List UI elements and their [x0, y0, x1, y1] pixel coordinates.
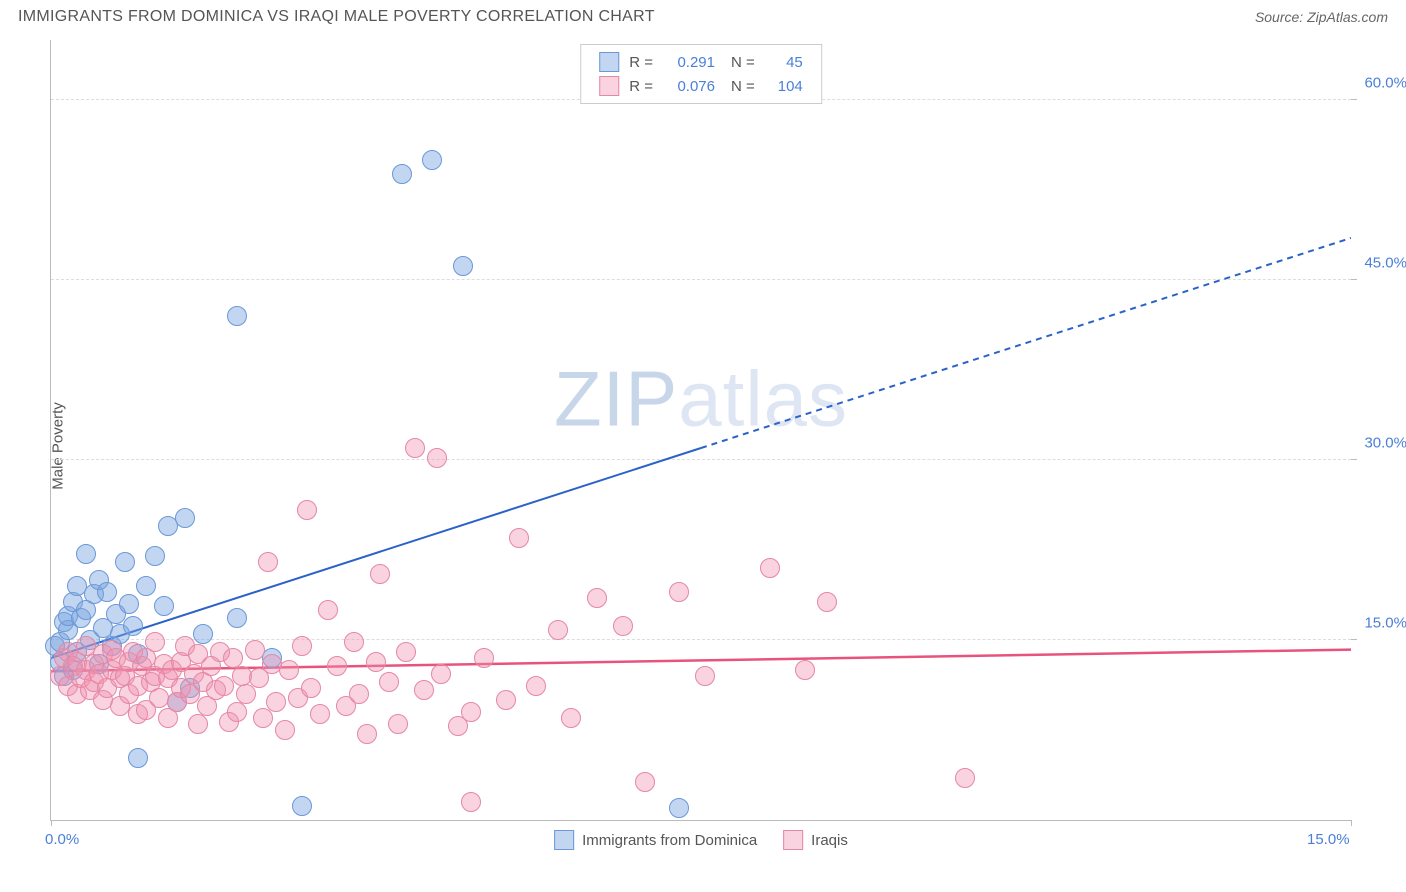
- data-point: [292, 636, 312, 656]
- data-point: [955, 768, 975, 788]
- data-point: [349, 684, 369, 704]
- x-tick-label: 0.0%: [45, 831, 79, 848]
- data-point: [275, 720, 295, 740]
- data-point: [396, 642, 416, 662]
- data-point: [366, 652, 386, 672]
- data-point: [613, 616, 633, 636]
- data-point: [97, 582, 117, 602]
- data-point: [136, 576, 156, 596]
- data-point: [119, 594, 139, 614]
- data-point: [414, 680, 434, 700]
- data-point: [279, 660, 299, 680]
- data-point: [145, 546, 165, 566]
- legend-swatch: [783, 830, 803, 850]
- gridline: [51, 279, 1351, 280]
- data-point: [817, 592, 837, 612]
- data-point: [453, 256, 473, 276]
- data-point: [310, 704, 330, 724]
- data-point: [392, 164, 412, 184]
- chart-title: IMMIGRANTS FROM DOMINICA VS IRAQI MALE P…: [18, 8, 655, 26]
- legend-swatch: [599, 76, 619, 96]
- data-point: [188, 714, 208, 734]
- data-point: [669, 798, 689, 818]
- correlation-legend: R =0.291N =45R =0.076N =104: [580, 44, 822, 104]
- data-point: [587, 588, 607, 608]
- x-tick-label: 15.0%: [1307, 831, 1350, 848]
- data-point: [292, 796, 312, 816]
- data-point: [695, 666, 715, 686]
- data-point: [526, 676, 546, 696]
- y-tick-label: 30.0%: [1364, 435, 1406, 452]
- data-point: [496, 690, 516, 710]
- data-point: [154, 596, 174, 616]
- data-point: [327, 656, 347, 676]
- series-legend: Immigrants from Dominica Iraqis: [554, 830, 848, 850]
- chart-plot-area: ZIPatlas 15.0%30.0%45.0%60.0% R =0.291N …: [50, 40, 1351, 821]
- data-point: [266, 692, 286, 712]
- legend-row: R =0.291N =45: [595, 51, 807, 73]
- data-point: [193, 624, 213, 644]
- legend-item: Immigrants from Dominica: [554, 830, 757, 850]
- data-point: [370, 564, 390, 584]
- data-point: [461, 702, 481, 722]
- data-point: [227, 306, 247, 326]
- legend-swatch: [554, 830, 574, 850]
- data-point: [379, 672, 399, 692]
- data-point: [76, 544, 96, 564]
- data-point: [669, 582, 689, 602]
- data-point: [509, 528, 529, 548]
- data-point: [123, 616, 143, 636]
- data-point: [145, 632, 165, 652]
- trend-line: [701, 238, 1351, 448]
- data-point: [474, 648, 494, 668]
- legend-item: Iraqis: [783, 830, 848, 850]
- data-point: [175, 508, 195, 528]
- data-point: [427, 448, 447, 468]
- data-point: [223, 648, 243, 668]
- data-point: [760, 558, 780, 578]
- data-point: [388, 714, 408, 734]
- y-tick-label: 15.0%: [1364, 615, 1406, 632]
- data-point: [405, 438, 425, 458]
- legend-swatch: [599, 52, 619, 72]
- data-point: [357, 724, 377, 744]
- data-point: [297, 500, 317, 520]
- data-point: [431, 664, 451, 684]
- y-tick-label: 45.0%: [1364, 255, 1406, 272]
- data-point: [344, 632, 364, 652]
- data-point: [115, 552, 135, 572]
- source-label: Source: ZipAtlas.com: [1255, 9, 1388, 25]
- legend-label: Iraqis: [811, 832, 848, 849]
- y-tick-label: 60.0%: [1364, 75, 1406, 92]
- data-point: [301, 678, 321, 698]
- gridline: [51, 459, 1351, 460]
- data-point: [795, 660, 815, 680]
- data-point: [422, 150, 442, 170]
- legend-row: R =0.076N =104: [595, 75, 807, 97]
- data-point: [245, 640, 265, 660]
- data-point: [227, 702, 247, 722]
- data-point: [561, 708, 581, 728]
- data-point: [461, 792, 481, 812]
- legend-label: Immigrants from Dominica: [582, 832, 757, 849]
- data-point: [548, 620, 568, 640]
- data-point: [635, 772, 655, 792]
- data-point: [227, 608, 247, 628]
- gridline: [51, 639, 1351, 640]
- data-point: [128, 748, 148, 768]
- data-point: [258, 552, 278, 572]
- watermark: ZIPatlas: [554, 353, 848, 444]
- data-point: [318, 600, 338, 620]
